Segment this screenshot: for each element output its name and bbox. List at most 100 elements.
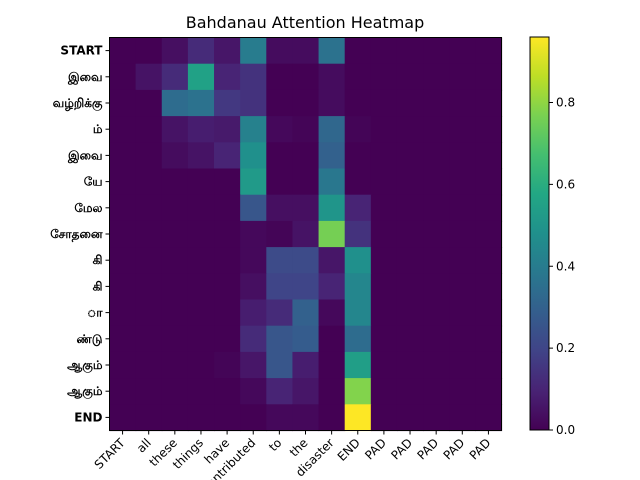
y-tick-label: ஆகும்: [67, 384, 103, 399]
heatmap-cell: [396, 273, 424, 301]
y-axis: START இவை வழ்றிக்கு ம் இவை யே மேல சோதனை கி கிா ண்ட…: [50, 44, 110, 424]
heatmap-cell: [318, 142, 346, 170]
heatmap-cell: [266, 404, 294, 432]
heatmap-cell: [344, 299, 372, 327]
heatmap-cell: [161, 194, 189, 222]
heatmap-cell: [396, 378, 424, 405]
heatmap-cell: [318, 63, 346, 91]
heatmap-cell: [161, 273, 189, 301]
x-tick-label: END: [335, 436, 363, 464]
heatmap-cell: [318, 37, 346, 65]
heatmap-cell: [423, 142, 450, 170]
heatmap-cell: [292, 168, 320, 196]
x-tick-label: PAD: [467, 436, 494, 463]
heatmap-cell: [187, 220, 215, 248]
heatmap-cell: [423, 63, 450, 91]
x-tick-label: all: [134, 436, 154, 456]
heatmap-cell: [318, 168, 346, 196]
heatmap-cell: [475, 299, 503, 327]
heatmap-cell: [109, 63, 137, 91]
heatmap-cell: [214, 273, 241, 301]
colorbar-tick-label: 0.2: [556, 341, 575, 355]
heatmap-cell: [344, 37, 372, 65]
heatmap-cell: [187, 63, 215, 91]
heatmap-cell: [109, 273, 137, 301]
heatmap-cell: [370, 404, 398, 432]
heatmap-cell: [187, 194, 215, 222]
heatmap-cell: [396, 89, 424, 117]
heatmap-cell: [423, 220, 450, 248]
heatmap-cell: [396, 116, 424, 143]
y-tick-label: கி: [93, 279, 103, 293]
y-tick-label: மேல: [74, 201, 102, 215]
y-tick-label: சோதனை: [50, 227, 103, 242]
heatmap-cell: [318, 194, 346, 222]
heatmap-cell: [423, 247, 450, 274]
heatmap-cell: [292, 37, 320, 65]
heatmap-cell: [135, 325, 163, 353]
heatmap-cell: [214, 351, 241, 379]
heatmap-cell: [240, 89, 267, 117]
chart-title: Bahdanau Attention Heatmap: [186, 13, 424, 32]
y-tick-label: ா: [87, 306, 103, 320]
x-tick-label: PAD: [388, 436, 415, 463]
colorbar-tick-label: 0.4: [556, 259, 575, 273]
heatmap-cell: [161, 63, 189, 91]
heatmap-cell: [475, 37, 503, 65]
heatmap-cell: [318, 247, 346, 274]
heatmap-cell: [318, 378, 346, 405]
heatmap-cell: [423, 116, 450, 143]
heatmap-cell: [266, 142, 294, 170]
heatmap-cell: [214, 378, 241, 405]
heatmap-cell: [266, 116, 294, 143]
heatmap-cell: [292, 299, 320, 327]
heatmap-cell: [449, 404, 476, 432]
heatmap-cell: [240, 273, 267, 301]
heatmap-cell: [109, 142, 137, 170]
heatmap-cell: [344, 194, 372, 222]
heatmap-cell: [161, 37, 189, 65]
heatmap-cell: [187, 273, 215, 301]
heatmap-cell: [187, 299, 215, 327]
heatmap-cells: [109, 37, 503, 432]
heatmap-cell: [109, 404, 137, 432]
heatmap-cell: [214, 168, 241, 196]
colorbar-frame: [529, 36, 550, 431]
heatmap-cell: [318, 273, 346, 301]
heatmap-cell: [449, 273, 476, 301]
heatmap-cell: [344, 142, 372, 170]
y-tick-label: ஆகும்: [67, 358, 103, 373]
heatmap-cell: [396, 194, 424, 222]
heatmap-cell: [187, 37, 215, 65]
heatmap-cell: [109, 351, 137, 379]
heatmap-cell: [396, 63, 424, 91]
heatmap-cell: [161, 404, 189, 432]
heatmap-cell: [396, 37, 424, 65]
heatmap-cell: [240, 247, 267, 274]
heatmap-cell: [423, 168, 450, 196]
heatmap-cell: [396, 351, 424, 379]
heatmap-cell: [423, 37, 450, 65]
heatmap-cell: [475, 63, 503, 91]
heatmap-cell: [214, 37, 241, 65]
heatmap-cell: [135, 351, 163, 379]
heatmap-cell: [187, 89, 215, 117]
heatmap-cell: [292, 378, 320, 405]
heatmap-cell: [396, 404, 424, 432]
heatmap-cell: [449, 299, 476, 327]
heatmap-cell: [370, 247, 398, 274]
heatmap-cell: [449, 247, 476, 274]
heatmap-cell: [423, 89, 450, 117]
heatmap-cell: [292, 247, 320, 274]
heatmap-cell: [135, 116, 163, 143]
heatmap-cell: [370, 168, 398, 196]
y-tick-label: யே: [84, 175, 103, 189]
heatmap-cell: [292, 194, 320, 222]
heatmap-cell: [344, 116, 372, 143]
heatmap-cell: [449, 89, 476, 117]
heatmap-cell: [214, 194, 241, 222]
heatmap-cell: [161, 325, 189, 353]
heatmap-cell: [240, 142, 267, 170]
heatmap-cell: [266, 351, 294, 379]
